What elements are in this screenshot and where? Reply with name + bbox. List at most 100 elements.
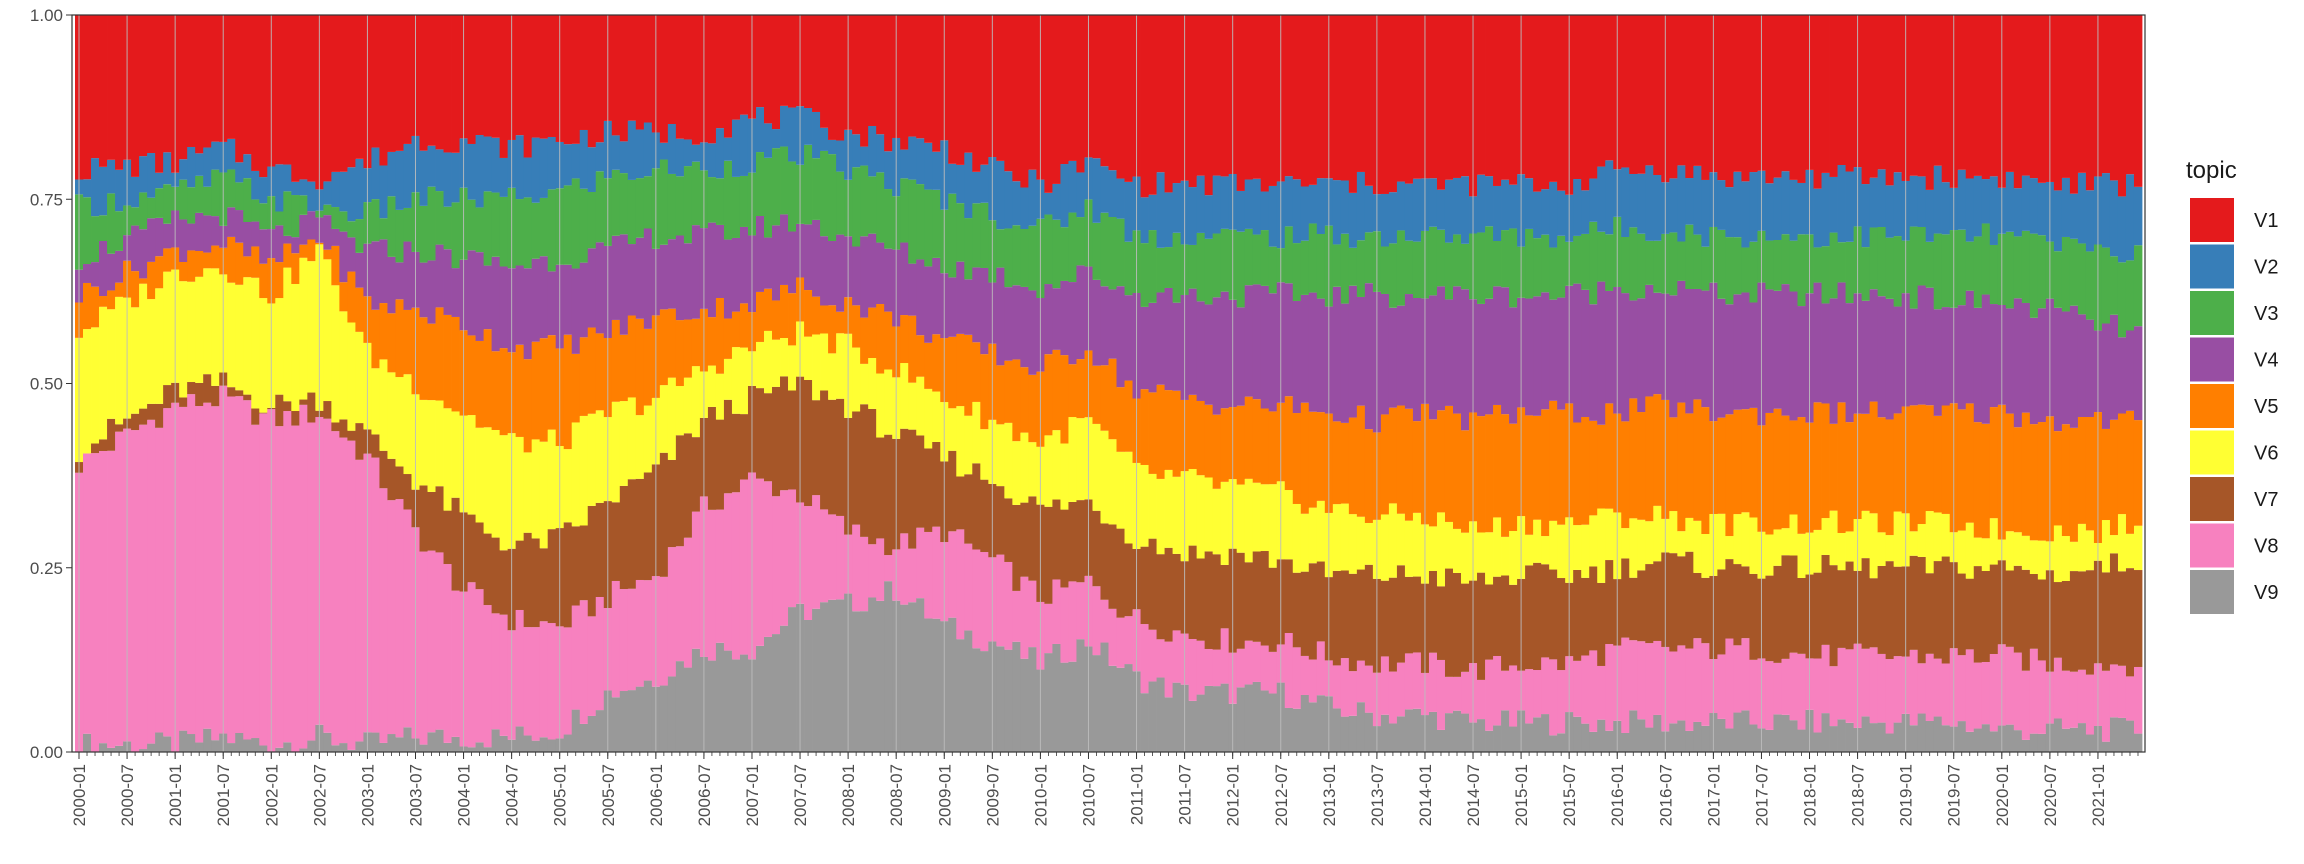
bar-segment-v2 [355, 158, 364, 220]
bar-segment-v6 [187, 281, 196, 383]
bar-segment-v2 [491, 137, 501, 193]
bar-segment-v8 [419, 551, 428, 745]
bar-segment-v8 [932, 526, 941, 619]
bar-segment-v8 [299, 404, 308, 749]
bar-segment-v9 [1404, 709, 1414, 752]
bar-segment-v3 [1444, 242, 1454, 300]
bar-segment-v6 [1148, 473, 1157, 539]
bar-segment-v3 [1348, 247, 1358, 286]
bar-segment-v4 [1140, 306, 1149, 390]
bar-segment-v8 [2021, 670, 2031, 740]
bar-segment-v7 [203, 374, 212, 403]
bar-segment-v1 [1404, 15, 1414, 184]
bar-segment-v6 [403, 374, 412, 475]
bar-segment-v3 [1292, 243, 1302, 301]
bar-segment-v4 [1669, 295, 1678, 418]
x-tick-label: 2008-07 [887, 764, 906, 826]
bar-segment-v4 [243, 222, 252, 257]
bar-segment-v5 [1356, 405, 1366, 517]
bar-segment-v4 [307, 211, 316, 240]
bar-segment-v6 [131, 307, 140, 414]
bar-segment-v4 [1164, 287, 1173, 391]
bar-segment-v4 [1493, 286, 1502, 405]
bar-segment-v3 [1693, 234, 1702, 289]
bar-segment-v6 [1124, 451, 1133, 544]
bar-segment-v4 [804, 224, 813, 291]
bar-segment-v3 [1981, 223, 1991, 295]
bar-segment-v1 [876, 15, 885, 135]
bar-segment-v1 [1973, 15, 1983, 176]
bar-segment-v9 [1765, 729, 1774, 752]
bar-segment-v5 [523, 359, 533, 453]
bar-segment-v9 [1148, 681, 1157, 752]
bar-segment-v8 [187, 394, 196, 735]
bar-segment-v3 [1837, 242, 1846, 283]
bar-segment-v1 [1396, 15, 1406, 182]
bar-segment-v1 [739, 15, 749, 115]
bar-segment-v4 [435, 244, 444, 308]
bar-segment-v8 [956, 529, 965, 640]
bar-segment-v2 [147, 153, 156, 198]
bar-segment-v5 [1252, 399, 1262, 483]
bar-segment-v2 [371, 147, 380, 200]
bar-segment-v1 [1693, 15, 1702, 166]
bar-segment-v2 [1589, 178, 1598, 222]
bar-segment-v1 [924, 15, 933, 143]
bar-segment-v8 [355, 459, 364, 742]
bar-segment-v3 [1196, 232, 1206, 302]
bar-segment-v5 [1533, 415, 1542, 520]
bar-segment-v4 [1501, 287, 1510, 415]
bar-segment-v1 [1637, 15, 1646, 174]
bar-segment-v7 [1877, 565, 1887, 654]
bar-segment-v8 [2053, 657, 2063, 719]
bar-segment-v4 [1885, 298, 1895, 420]
bar-segment-v7 [1789, 555, 1798, 653]
x-tick-label: 2018-07 [1849, 764, 1868, 826]
bar-segment-v6 [1100, 430, 1109, 524]
bar-segment-v5 [1837, 402, 1846, 533]
bar-segment-v4 [683, 243, 693, 320]
bar-segment-v6 [1340, 503, 1350, 571]
bar-segment-v3 [972, 203, 981, 268]
bar-segment-v5 [1917, 404, 1927, 525]
bar-segment-v9 [739, 654, 749, 752]
bar-segment-v3 [1172, 232, 1181, 303]
bar-segment-v9 [483, 747, 492, 752]
bar-segment-v3 [1220, 228, 1230, 292]
bar-segment-v8 [243, 400, 252, 740]
bar-segment-v1 [203, 15, 212, 148]
bar-segment-v5 [339, 282, 348, 312]
bar-segment-v4 [876, 242, 885, 305]
bar-segment-v6 [467, 415, 476, 515]
bar-segment-v8 [1453, 676, 1462, 711]
bar-segment-v8 [235, 396, 244, 733]
bar-segment-v5 [739, 303, 749, 348]
bar-segment-v6 [1485, 532, 1494, 585]
bar-segment-v1 [1989, 15, 1999, 177]
bar-segment-v3 [739, 175, 749, 227]
bar-segment-v3 [1453, 234, 1462, 287]
bar-segment-v4 [1941, 307, 1951, 406]
bar-segment-v6 [772, 339, 781, 387]
bar-segment-v5 [467, 335, 476, 416]
bar-segment-v4 [331, 228, 340, 246]
bar-segment-v7 [1701, 577, 1710, 644]
bar-segment-v8 [1917, 663, 1927, 714]
bar-segment-v9 [1461, 713, 1470, 752]
bar-segment-v4 [1717, 298, 1726, 418]
bar-segment-v3 [1436, 229, 1446, 287]
bar-segment-v8 [1044, 603, 1053, 654]
bar-segment-v6 [1573, 525, 1582, 570]
bar-segment-v1 [1917, 15, 1927, 177]
bar-segment-v8 [1781, 658, 1790, 715]
bar-segment-v9 [1973, 728, 1983, 752]
bar-segment-v2 [1485, 176, 1494, 227]
bar-segment-v2 [499, 157, 509, 197]
bar-segment-v4 [916, 259, 925, 336]
bar-segment-v8 [291, 425, 300, 752]
bar-segment-v5 [836, 311, 845, 334]
bar-segment-v4 [179, 219, 188, 262]
bar-segment-v8 [1933, 658, 1943, 717]
bar-segment-v2 [683, 139, 693, 167]
bar-segment-v7 [1140, 546, 1149, 625]
